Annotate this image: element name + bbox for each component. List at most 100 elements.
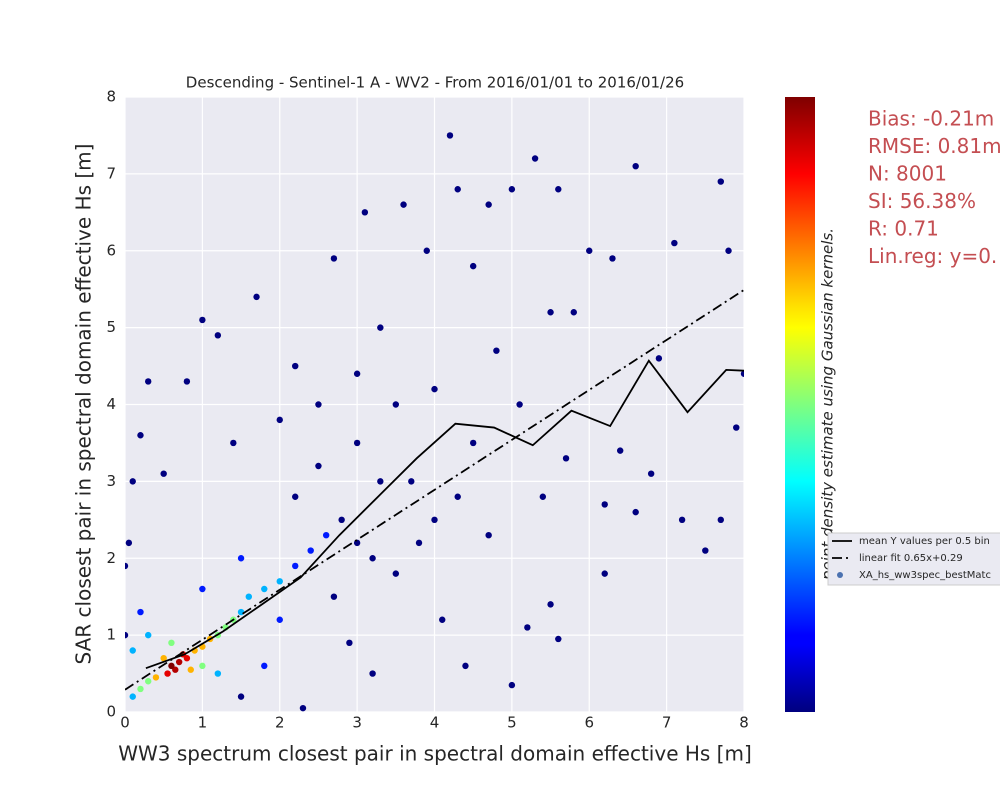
scatter-point <box>508 186 516 193</box>
y-axis-label: SAR closest pair in spectral domain effe… <box>72 144 96 665</box>
scatter-point <box>408 478 415 485</box>
x-tick-label: 5 <box>507 714 517 732</box>
stat-annotation: Bias: -0.21m <box>868 107 994 131</box>
scatter-point <box>609 255 616 262</box>
stat-annotation: R: 0.71 <box>868 217 939 241</box>
scatter-point <box>261 585 268 593</box>
scatter-point <box>214 332 222 339</box>
y-tick-label: 3 <box>106 472 116 490</box>
scatter-point <box>655 355 663 362</box>
chart-title: Descending - Sentinel-1 A - WV2 - From 2… <box>186 74 684 92</box>
legend-label: linear fit 0.65x+0.29 <box>859 553 963 564</box>
stat-annotation: SI: 56.38% <box>868 189 976 213</box>
scatter-point <box>462 662 469 670</box>
scatter-point <box>469 262 477 270</box>
scatter-point <box>361 209 369 216</box>
stat-annotation: RMSE: 0.81m <box>868 134 1000 158</box>
scatter-point <box>230 439 237 447</box>
scatter-point <box>129 647 136 654</box>
scatter-point <box>145 678 152 685</box>
scatter-point <box>292 362 299 370</box>
y-tick-label: 1 <box>106 626 116 644</box>
scatter-point <box>322 531 330 539</box>
scatter-point <box>733 424 740 431</box>
scatter-point <box>199 585 206 593</box>
y-tick-label: 8 <box>106 88 116 106</box>
line-series <box>125 289 744 691</box>
scatter-point <box>601 501 608 508</box>
scatter-point <box>183 378 191 385</box>
x-tick-label: 6 <box>584 714 594 732</box>
scatter-point <box>315 462 322 470</box>
x-tick-label: 2 <box>275 714 285 732</box>
scatter-point <box>183 654 191 662</box>
scatter-point <box>292 562 299 570</box>
scatter-point <box>353 439 361 447</box>
scatter-point <box>145 378 152 385</box>
scatter-point <box>446 132 454 139</box>
scatter-point <box>307 547 314 554</box>
scatter-point <box>431 516 438 524</box>
scatter-point <box>245 593 252 600</box>
scatter-point <box>547 601 554 608</box>
scatter-point <box>199 316 206 324</box>
scatter-point <box>330 255 338 262</box>
scatter-point <box>145 631 152 639</box>
stat-annotation: Lin.reg: y=0. <box>868 244 997 268</box>
y-tick-label: 2 <box>106 549 116 567</box>
scatter-point <box>493 347 500 354</box>
scatter-point <box>377 324 384 331</box>
scatter-point <box>253 293 260 301</box>
scatter-point <box>315 401 322 408</box>
scatter-point <box>400 201 407 208</box>
scatter-point <box>199 662 206 670</box>
scatter-point <box>570 309 577 316</box>
scatter-point <box>632 508 639 516</box>
scatter-point <box>702 547 709 554</box>
scatter-point <box>237 693 245 700</box>
scatter-point <box>454 186 461 193</box>
scatter-point <box>168 662 175 670</box>
x-axis-label: WW3 spectrum closest pair in spectral do… <box>118 742 752 766</box>
scatter-point <box>168 639 175 647</box>
scatter-point <box>160 654 167 662</box>
legend <box>827 532 1000 586</box>
y-tick-label: 6 <box>106 241 116 259</box>
scatter-point <box>129 693 136 700</box>
scatter-point <box>377 478 384 485</box>
scatter-point <box>725 247 732 254</box>
colorbar-label: point density estimate using Gaussian ke… <box>819 228 837 581</box>
scatter-point <box>237 555 245 562</box>
x-tick-label: 0 <box>120 714 130 732</box>
x-tick-label: 3 <box>352 714 362 732</box>
scatter-point <box>353 370 361 377</box>
scatter-point <box>137 432 144 439</box>
scatter-point <box>647 470 655 477</box>
scatter-point <box>485 531 492 539</box>
legend-label: XA_hs_ww3spec_bestMatc <box>859 570 991 581</box>
scatter-point <box>586 247 593 254</box>
scatter-point <box>137 608 144 616</box>
legend-key <box>837 572 843 578</box>
scatter-point <box>547 309 554 316</box>
x-tick-label: 4 <box>430 714 440 732</box>
scatter-point <box>415 539 423 547</box>
scatter-point <box>617 447 624 454</box>
scatter-point <box>439 616 446 623</box>
scatter-point <box>601 570 608 577</box>
scatter-point <box>671 239 678 247</box>
scatter-point <box>214 670 222 677</box>
scatter-point <box>129 478 136 485</box>
scatter-point <box>164 670 171 677</box>
x-tick-label: 8 <box>739 714 749 732</box>
x-tick-label: 7 <box>662 714 672 732</box>
scatter-point <box>539 493 547 500</box>
scatter-point <box>469 439 477 447</box>
scatter-point <box>431 385 438 393</box>
scatter-point <box>485 201 492 208</box>
scatter-point <box>276 578 283 585</box>
scatter-point <box>516 401 523 408</box>
y-tick-label: 7 <box>106 164 116 182</box>
scatter-point <box>261 662 268 670</box>
